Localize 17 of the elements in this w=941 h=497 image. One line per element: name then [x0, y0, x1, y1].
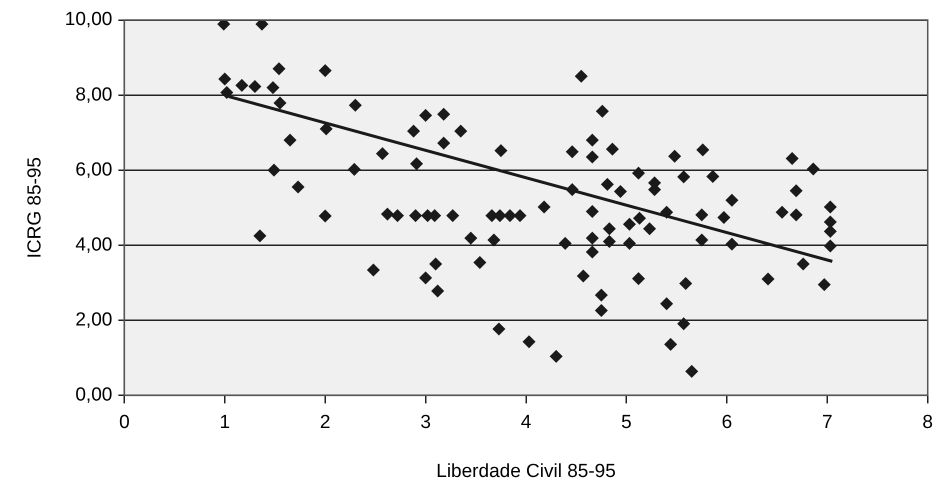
- x-tick-label: 2: [320, 412, 330, 434]
- x-axis-title: Liberdade Civil 85-95: [436, 460, 616, 482]
- x-tick-label: 6: [722, 412, 732, 434]
- y-tick-label: 6,00: [75, 159, 112, 180]
- x-tick-label: 8: [922, 412, 934, 434]
- x-tick-label: 5: [621, 412, 632, 434]
- x-tick-label: 0: [119, 412, 130, 434]
- y-axis-title: ICRG 85-95: [24, 157, 46, 258]
- x-tick-label: 1: [219, 412, 230, 434]
- x-tick-label: 3: [420, 412, 431, 434]
- y-tick-label: 2,00: [75, 310, 112, 331]
- x-tick-label: 4: [520, 412, 532, 434]
- y-tick-label: 10,00: [64, 9, 112, 30]
- y-tick-label: 0,00: [75, 384, 112, 406]
- x-tick-label: 7: [822, 412, 833, 434]
- y-tick-label: 8,00: [75, 84, 112, 106]
- y-tick-label: 4,00: [75, 234, 112, 256]
